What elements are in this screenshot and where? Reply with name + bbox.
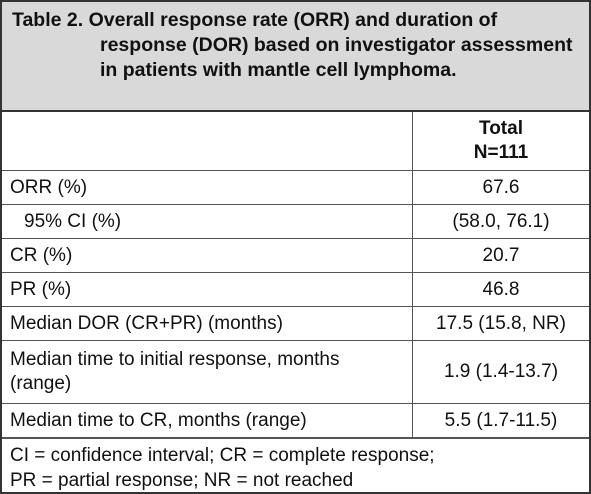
- table-row: Median DOR (CR+PR) (months) 17.5 (15.8, N…: [2, 306, 589, 341]
- footnote: CI = confidence interval; CR = complete …: [2, 438, 589, 493]
- table-row: ORR (%) 67.6: [2, 170, 589, 205]
- row-value: 46.8: [412, 272, 589, 307]
- row-value: 1.9 (1.4-13.7): [412, 340, 589, 404]
- row-label: Median time to initial response, months …: [2, 340, 413, 404]
- title-label: Table 2.: [12, 9, 84, 31]
- header-empty-cell: [2, 112, 413, 171]
- row-label: Median time to CR, months (range): [2, 403, 413, 438]
- row-value: 20.7: [412, 238, 589, 273]
- row-value: 17.5 (15.8, NR): [412, 306, 589, 341]
- table: Total N=111 ORR (%) 67.6 95% CI (%) (58.0, …: [2, 112, 589, 438]
- row-label: Median DOR (CR+PR) (months): [2, 306, 413, 341]
- row-label: 95% CI (%): [2, 204, 413, 239]
- title-text: Overall response rate (ORR) and duration…: [88, 9, 573, 81]
- row-label: PR (%): [2, 272, 413, 307]
- row-label: CR (%): [2, 238, 413, 273]
- table-row: Median time to initial response, months …: [2, 340, 589, 404]
- row-value: 5.5 (1.7-11.5): [412, 403, 589, 438]
- table-title: Table 2. Overall response rate (ORR) and…: [2, 2, 589, 112]
- table-row: Median time to CR, months (range) 5.5 (1.…: [2, 403, 589, 438]
- column-title: Total: [479, 118, 523, 139]
- table-row: 95% CI (%) (58.0, 76.1): [2, 204, 589, 239]
- header-cell: Total N=111: [412, 112, 589, 171]
- footnote-line: PR = partial response; NR = not reached: [10, 470, 354, 491]
- row-value: 67.6: [412, 170, 589, 205]
- table-body: Total N=111 ORR (%) 67.6 95% CI (%) (58.0, …: [2, 112, 589, 438]
- row-value: (58.0, 76.1): [412, 204, 589, 239]
- table-row: PR (%) 46.8: [2, 272, 589, 307]
- column-n: N=111: [473, 142, 529, 163]
- row-label: ORR (%): [2, 170, 413, 205]
- table-row: CR (%) 20.7: [2, 238, 589, 273]
- header-row: Total N=111: [2, 112, 589, 171]
- footnote-line: CI = confidence interval; CR = complete …: [10, 445, 435, 466]
